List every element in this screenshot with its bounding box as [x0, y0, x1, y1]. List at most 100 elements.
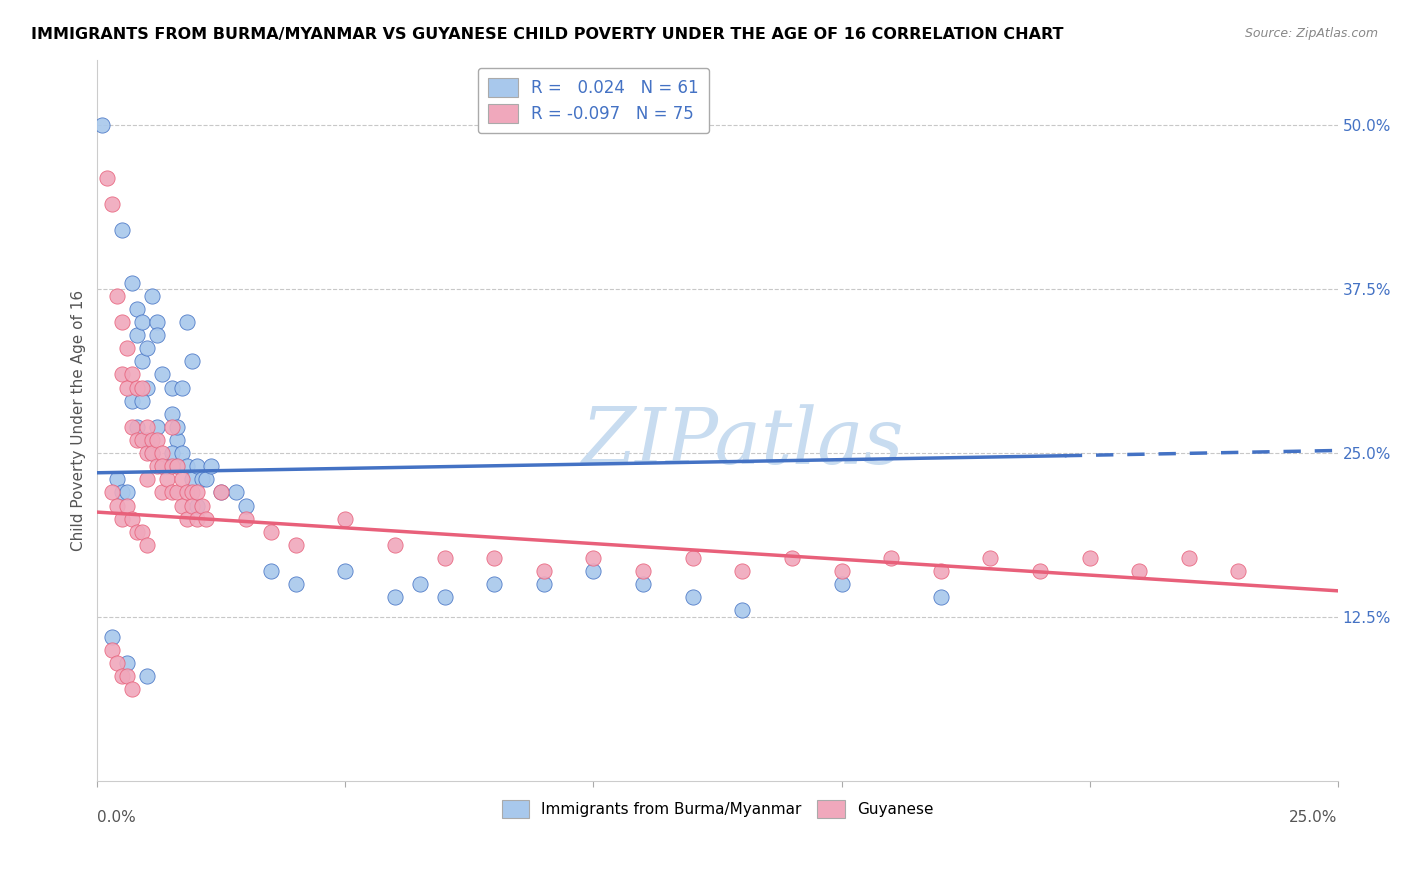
- Point: [160, 420, 183, 434]
- Point: [115, 341, 138, 355]
- Point: [166, 485, 188, 500]
- Point: [141, 288, 163, 302]
- Point: [235, 499, 257, 513]
- Point: [121, 682, 143, 697]
- Point: [1029, 564, 1052, 578]
- Point: [91, 118, 114, 132]
- Point: [111, 315, 134, 329]
- Point: [150, 459, 173, 474]
- Point: [125, 433, 148, 447]
- Point: [166, 459, 188, 474]
- Text: ZIPatlas: ZIPatlas: [581, 404, 904, 480]
- Point: [160, 459, 183, 474]
- Point: [433, 551, 456, 566]
- Point: [533, 564, 555, 578]
- Point: [160, 407, 183, 421]
- Point: [176, 511, 198, 525]
- Point: [146, 315, 169, 329]
- Point: [160, 485, 183, 500]
- Point: [125, 328, 148, 343]
- Point: [101, 485, 124, 500]
- Point: [115, 380, 138, 394]
- Text: 0.0%: 0.0%: [97, 810, 136, 825]
- Point: [384, 538, 406, 552]
- Point: [170, 446, 193, 460]
- Point: [125, 380, 148, 394]
- Point: [146, 433, 169, 447]
- Point: [105, 499, 128, 513]
- Point: [190, 499, 212, 513]
- Y-axis label: Child Poverty Under the Age of 16: Child Poverty Under the Age of 16: [72, 290, 86, 551]
- Point: [335, 564, 357, 578]
- Point: [180, 485, 202, 500]
- Point: [131, 433, 153, 447]
- Point: [582, 564, 605, 578]
- Point: [115, 656, 138, 670]
- Point: [880, 551, 903, 566]
- Point: [150, 446, 173, 460]
- Point: [121, 511, 143, 525]
- Point: [115, 669, 138, 683]
- Point: [101, 197, 124, 211]
- Point: [780, 551, 803, 566]
- Point: [150, 368, 173, 382]
- Point: [484, 577, 506, 591]
- Point: [156, 472, 179, 486]
- Point: [131, 524, 153, 539]
- Point: [136, 538, 159, 552]
- Point: [235, 511, 257, 525]
- Point: [929, 591, 952, 605]
- Point: [136, 669, 159, 683]
- Point: [1078, 551, 1101, 566]
- Point: [731, 564, 754, 578]
- Point: [186, 499, 208, 513]
- Point: [146, 420, 169, 434]
- Point: [1128, 564, 1150, 578]
- Point: [136, 472, 159, 486]
- Point: [115, 485, 138, 500]
- Point: [125, 420, 148, 434]
- Point: [384, 591, 406, 605]
- Point: [186, 485, 208, 500]
- Point: [111, 368, 134, 382]
- Point: [136, 420, 159, 434]
- Point: [141, 446, 163, 460]
- Point: [150, 459, 173, 474]
- Point: [409, 577, 432, 591]
- Point: [131, 315, 153, 329]
- Point: [1227, 564, 1250, 578]
- Point: [166, 433, 188, 447]
- Point: [166, 459, 188, 474]
- Point: [111, 485, 134, 500]
- Point: [166, 420, 188, 434]
- Point: [136, 446, 159, 460]
- Point: [170, 380, 193, 394]
- Point: [186, 459, 208, 474]
- Point: [176, 459, 198, 474]
- Point: [156, 459, 179, 474]
- Point: [195, 472, 218, 486]
- Point: [136, 433, 159, 447]
- Point: [1178, 551, 1201, 566]
- Point: [105, 288, 128, 302]
- Point: [180, 499, 202, 513]
- Point: [284, 538, 307, 552]
- Point: [160, 446, 183, 460]
- Point: [121, 276, 143, 290]
- Point: [136, 341, 159, 355]
- Point: [176, 485, 198, 500]
- Point: [631, 577, 654, 591]
- Point: [190, 472, 212, 486]
- Point: [582, 551, 605, 566]
- Point: [131, 393, 153, 408]
- Point: [125, 524, 148, 539]
- Point: [101, 643, 124, 657]
- Point: [111, 669, 134, 683]
- Point: [150, 485, 173, 500]
- Point: [831, 564, 853, 578]
- Point: [195, 511, 218, 525]
- Point: [260, 564, 283, 578]
- Point: [682, 591, 704, 605]
- Text: IMMIGRANTS FROM BURMA/MYANMAR VS GUYANESE CHILD POVERTY UNDER THE AGE OF 16 CORR: IMMIGRANTS FROM BURMA/MYANMAR VS GUYANES…: [31, 27, 1063, 42]
- Point: [929, 564, 952, 578]
